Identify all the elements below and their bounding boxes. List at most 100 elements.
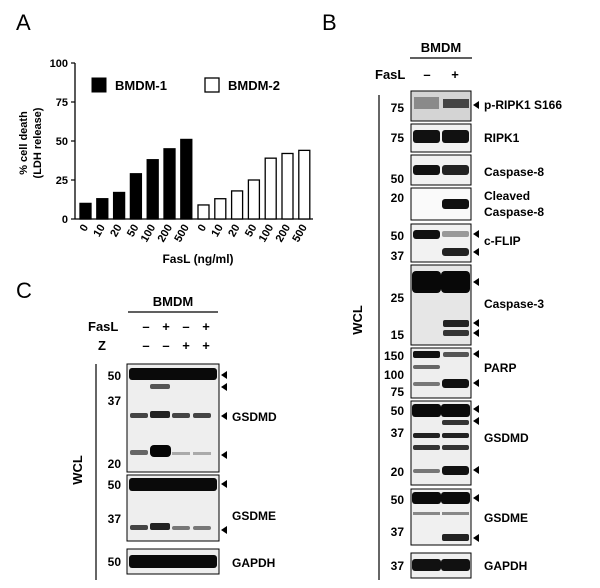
arrowhead xyxy=(473,417,479,425)
band xyxy=(414,97,439,109)
blot-c-row2-lane-2: – xyxy=(162,338,169,353)
mw-marker: 75 xyxy=(391,385,405,399)
band xyxy=(413,130,440,143)
x-tick-label: 50 xyxy=(125,223,142,240)
protein-label: Caspase-3 xyxy=(484,297,544,311)
arrowhead xyxy=(221,383,227,391)
protein-label: c-FLIP xyxy=(484,234,521,248)
blot-c-row2-lane-4: + xyxy=(202,338,210,353)
bar-bmdm-1-500 xyxy=(180,138,193,220)
y-axis-label-line2: (LDH release) xyxy=(32,107,44,178)
protein-label: GAPDH xyxy=(232,556,275,570)
blot-c-row2-label: Z xyxy=(98,338,106,353)
bar-bmdm-2-20 xyxy=(230,190,244,220)
bar-bmdm-2-10 xyxy=(214,198,227,220)
panel-label-c: C xyxy=(16,278,32,303)
mw-marker: 37 xyxy=(391,426,405,440)
band xyxy=(413,230,440,239)
arrowhead xyxy=(473,534,479,542)
band xyxy=(442,445,469,450)
bar-bmdm-2-500 xyxy=(298,149,311,220)
y-tick-label: 25 xyxy=(56,175,68,187)
y-tick-label: 50 xyxy=(56,136,68,148)
x-tick-label: 200 xyxy=(274,223,294,245)
x-tick-label: 0 xyxy=(78,223,91,234)
protein-label: GSDMD xyxy=(232,410,277,424)
mw-marker: 50 xyxy=(391,493,405,507)
band xyxy=(442,165,469,175)
band xyxy=(443,330,469,336)
mw-marker: 75 xyxy=(391,131,405,145)
mw-marker: 50 xyxy=(391,404,405,418)
blot-c-row1-label: FasL xyxy=(88,319,118,334)
band xyxy=(442,420,469,425)
bar-bmdm-2-200 xyxy=(281,152,294,220)
blot-b-header: BMDM xyxy=(421,40,461,55)
legend-swatch-bmdm-2 xyxy=(204,77,220,93)
band xyxy=(441,404,470,417)
band xyxy=(413,365,440,369)
mw-marker: 25 xyxy=(391,291,405,305)
band xyxy=(193,413,211,418)
blot-c-row1-lane-1: – xyxy=(142,319,149,334)
arrowhead xyxy=(221,371,227,379)
mw-marker: 50 xyxy=(108,555,122,569)
band xyxy=(412,404,441,417)
bar-bmdm-2-0 xyxy=(197,204,210,220)
bar-bmdm-1-100 xyxy=(146,159,159,220)
band xyxy=(441,271,470,293)
arrowhead xyxy=(473,319,479,327)
band xyxy=(442,433,469,438)
protein-label: GAPDH xyxy=(484,559,527,573)
legend-label-bmdm-2: BMDM-2 xyxy=(228,78,280,93)
arrowhead xyxy=(473,230,479,238)
blot-b-lane-2: + xyxy=(451,67,459,82)
blot-panel xyxy=(410,223,472,263)
band xyxy=(442,466,469,475)
bar-bmdm-1-0 xyxy=(79,202,92,220)
band xyxy=(443,99,469,108)
mw-marker: 37 xyxy=(108,394,122,408)
mw-marker: 20 xyxy=(391,465,405,479)
panel-label-b: B xyxy=(322,10,337,35)
blot-b-side-label: WCL xyxy=(350,305,365,335)
protein-label: Caspase-8 xyxy=(484,205,544,219)
x-tick-label: 200 xyxy=(156,223,176,245)
x-tick-label: 10 xyxy=(209,223,226,240)
band xyxy=(413,512,440,515)
arrowhead xyxy=(473,278,479,286)
x-tick-label: 50 xyxy=(243,223,260,240)
band xyxy=(193,452,211,455)
band xyxy=(442,512,469,515)
legend-label-bmdm-1: BMDM-1 xyxy=(115,78,167,93)
band xyxy=(413,469,440,473)
band xyxy=(150,411,170,418)
protein-label: PARP xyxy=(484,361,516,375)
blot-c: BMDM FasL – + – + Z – – + + WCL 50 37 20… xyxy=(70,294,277,580)
mw-marker: 50 xyxy=(108,478,122,492)
y-tick-label: 0 xyxy=(62,214,68,226)
band xyxy=(150,445,171,457)
protein-label: RIPK1 xyxy=(484,131,520,145)
mw-marker: 15 xyxy=(391,328,405,342)
x-tick-label: 500 xyxy=(172,223,192,245)
band xyxy=(129,555,217,568)
band xyxy=(172,526,190,530)
band xyxy=(150,523,170,530)
x-tick-label: 500 xyxy=(290,223,310,245)
mw-marker: 50 xyxy=(391,229,405,243)
band xyxy=(172,413,190,418)
arrowhead xyxy=(473,350,479,358)
band xyxy=(413,433,440,438)
mw-marker: 75 xyxy=(391,101,405,115)
mw-marker: 20 xyxy=(108,457,122,471)
blot-c-row1-lane-2: + xyxy=(162,319,170,334)
blot-c-header: BMDM xyxy=(153,294,193,309)
protein-label: GSDMD xyxy=(484,431,529,445)
band xyxy=(413,351,440,358)
bar-bmdm-1-10 xyxy=(96,198,109,220)
mw-marker: 50 xyxy=(391,172,405,186)
band xyxy=(412,559,441,571)
